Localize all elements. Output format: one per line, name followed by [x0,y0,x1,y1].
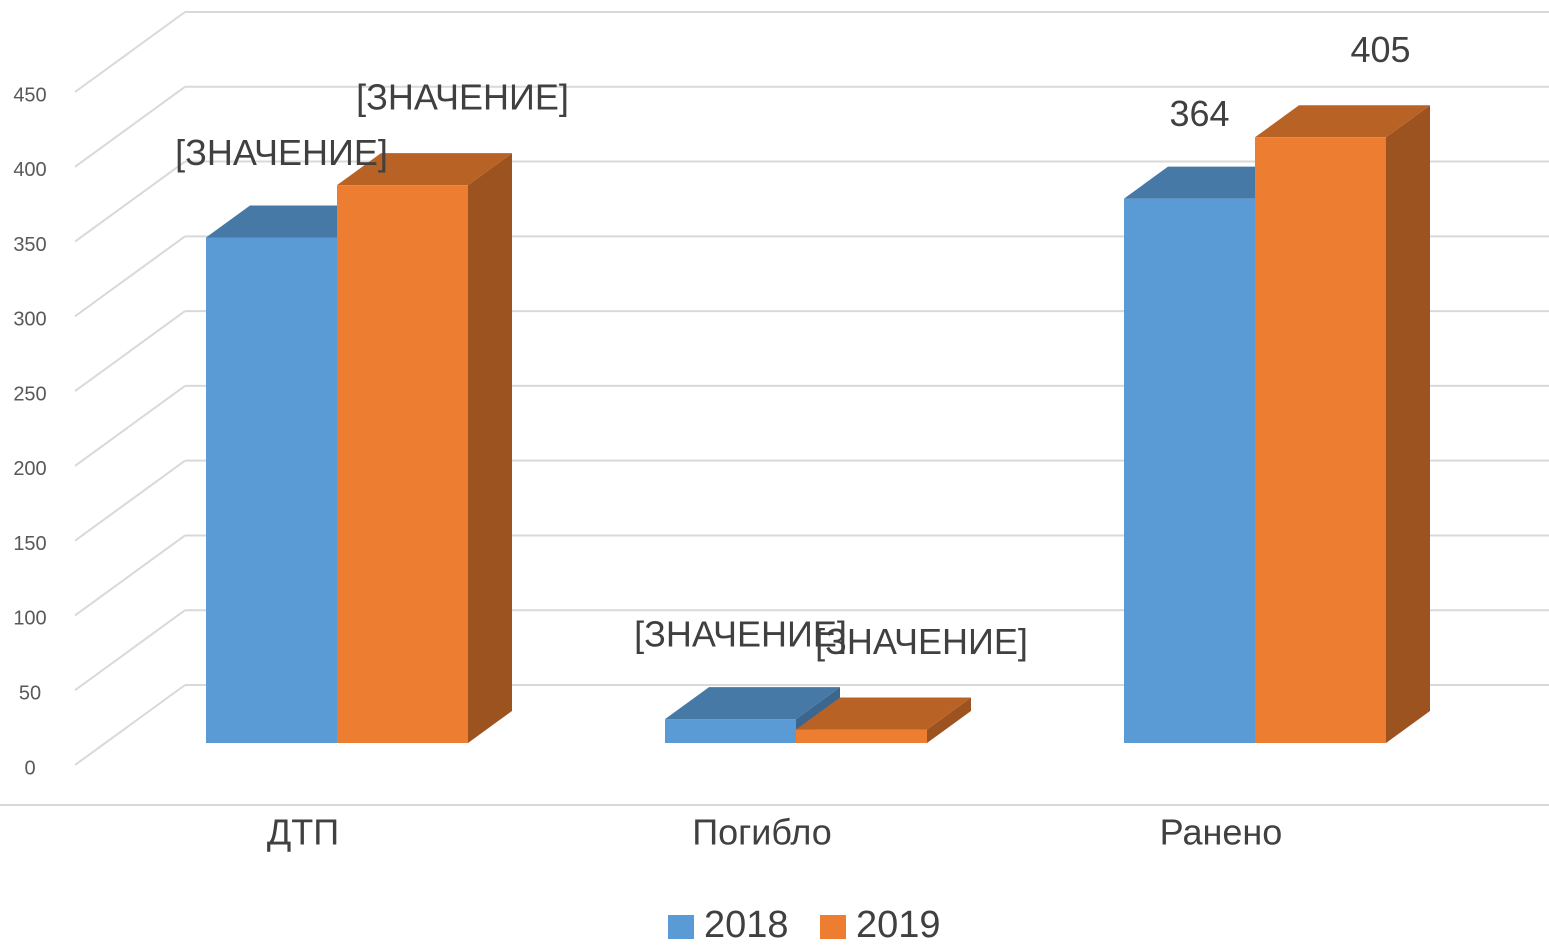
y-tick-label: 300 [13,309,46,331]
bar [796,729,927,743]
y-tick-label: 350 [13,234,46,256]
grid-line [74,160,186,243]
y-tick-label: 100 [13,608,46,630]
legend-label: 2019 [856,904,941,945]
grid-line [74,235,186,318]
bar [337,185,468,743]
bar [1124,198,1255,743]
legend-swatch [668,915,694,939]
y-tick-label: 0 [24,757,35,779]
data-label: 405 [1350,29,1410,70]
x-tick-label: Ранено [1160,812,1283,853]
data-label: [ЗНАЧЕНИЕ] [356,77,569,118]
legend-label: 2018 [704,904,789,945]
y-tick-label: 400 [13,159,46,181]
y-tick-label: 150 [13,533,46,555]
y-tick-label: 200 [13,458,46,480]
bar-top [665,687,840,720]
grid-line [74,85,186,168]
data-label: [ЗНАЧЕНИЕ] [634,614,847,655]
data-label: 364 [1169,93,1229,134]
grid-line [74,11,186,93]
bar-side [927,697,971,743]
grid-line [74,534,186,617]
y-tick-label: 450 [13,84,46,106]
legend-swatch [820,915,846,939]
grid-line [74,459,186,542]
bar [206,237,337,743]
y-tick-label: 50 [19,683,41,705]
x-tick-label: Погибло [692,812,832,853]
x-tick-label: ДТП [267,812,339,853]
bar-side [468,153,512,743]
bar [1255,137,1386,744]
bar-top [1255,105,1430,138]
y-tick-label: 250 [13,383,46,405]
grid-line [74,385,186,467]
grid-line [74,609,186,692]
data-label: [ЗНАЧЕНИЕ] [175,132,388,173]
grid-line [74,310,186,392]
bar-side [1386,105,1430,744]
bar [665,719,796,743]
data-label: [ЗНАЧЕНИЕ] [815,621,1028,662]
bar-top [796,697,971,730]
grid-line [74,684,186,766]
bar-top [337,153,512,186]
